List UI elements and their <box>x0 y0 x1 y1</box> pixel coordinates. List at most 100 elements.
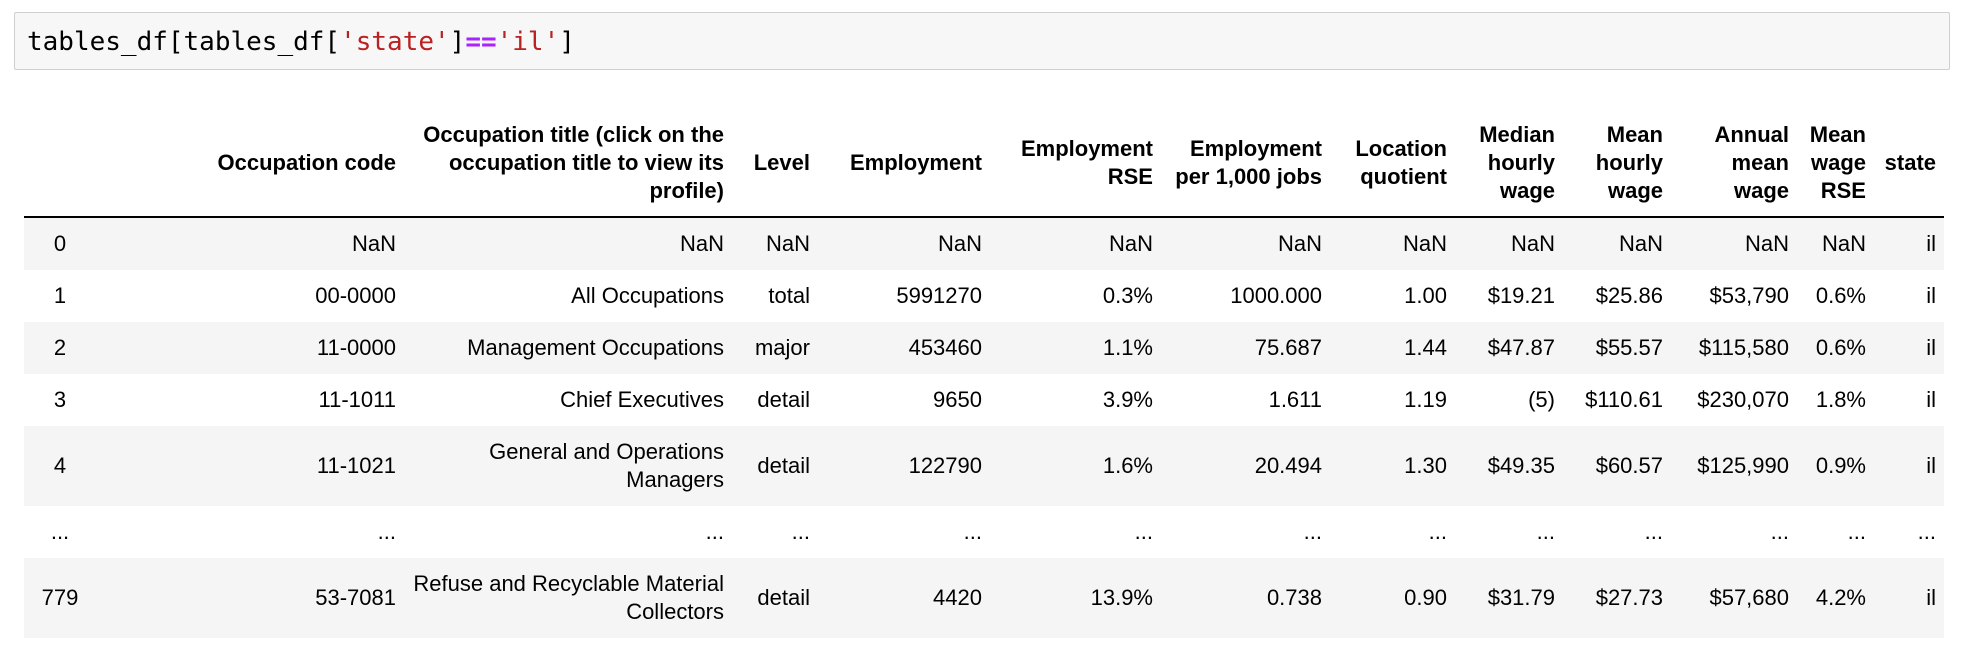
table-cell: 1.44 <box>1404 335 1447 360</box>
header-row: Occupation code Occupation title (click o… <box>24 112 1944 218</box>
table-cell: $60.57 <box>1595 453 1663 478</box>
table-cell: NaN <box>1618 231 1663 256</box>
table-body: 0 NaN NaN NaN NaN NaN NaN NaN NaN NaN NaN NaN il 1 00-… <box>24 217 1944 638</box>
table-cell: 1000.000 <box>1230 283 1322 308</box>
table-cell: 1.30 <box>1404 453 1447 478</box>
table-cell: 0.90 <box>1404 585 1447 610</box>
table-cell: 1.19 <box>1404 387 1447 412</box>
table-cell: Chief Executives <box>560 387 724 412</box>
table-row: 1 00-0000 All Occupations total 5991270 0.3% 1… <box>24 270 1944 322</box>
table-cell: detail <box>757 453 810 478</box>
table-row: 3 11-1011 Chief Executives detail 9650 3.9% 1.… <box>24 374 1944 426</box>
code-token: == <box>465 27 497 57</box>
column-header: Annual mean wage <box>1671 112 1797 218</box>
table-cell: 53-7081 <box>315 585 396 610</box>
table-cell: 453460 <box>908 335 982 360</box>
table-cell: Management Occupations <box>467 335 724 360</box>
table-row: 2 11-0000 Management Occupations major 45346… <box>24 322 1944 374</box>
table-cell: ... <box>705 519 724 544</box>
table-cell: 4.2% <box>1815 585 1866 610</box>
table-cell: 0.738 <box>1266 585 1322 610</box>
table-cell: General and Operations Managers <box>489 439 724 492</box>
table-cell: 3.9% <box>1102 387 1153 412</box>
table-cell: total <box>768 283 810 308</box>
table-cell: 0.9% <box>1815 453 1866 478</box>
table-cell: 1.6% <box>1102 453 1153 478</box>
column-header: Employment RSE <box>990 112 1161 218</box>
table-cell: NaN <box>765 231 810 256</box>
table-cell: $49.35 <box>1487 453 1555 478</box>
table-cell: (5) <box>1528 387 1555 412</box>
table-cell: $57,680 <box>1709 585 1789 610</box>
table-cell: NaN <box>679 231 724 256</box>
table-cell: $55.57 <box>1595 335 1663 360</box>
table-cell: ... <box>963 519 982 544</box>
column-header: state <box>1874 112 1944 218</box>
table-cell: NaN <box>1402 231 1447 256</box>
code-token: ] <box>449 27 466 57</box>
table-cell: $47.87 <box>1487 335 1555 360</box>
table-cell: $25.86 <box>1595 283 1663 308</box>
table-row: 4 11-1021 General and Operations Managers d… <box>24 426 1944 506</box>
code-token: ] <box>559 27 575 57</box>
row-index: 2 <box>53 335 67 360</box>
table-cell: 13.9% <box>1090 585 1153 610</box>
table-cell: il <box>1926 453 1936 478</box>
table-cell: ... <box>1770 519 1789 544</box>
table-cell: 0.6% <box>1815 283 1866 308</box>
column-header: Level <box>732 112 818 218</box>
code-token: 'state' <box>340 27 450 57</box>
table-cell: il <box>1926 231 1936 256</box>
row-index: 4 <box>53 453 67 478</box>
table-cell: NaN <box>1821 231 1866 256</box>
table-cell: 1.8% <box>1815 387 1866 412</box>
table-cell: Refuse and Recyclable Material Collector… <box>413 571 724 624</box>
table-cell: All Occupations <box>571 283 724 308</box>
table-cell: 5991270 <box>896 283 982 308</box>
table-cell: 11-1011 <box>318 387 396 412</box>
row-index: ... <box>50 519 70 544</box>
table-cell: ... <box>791 519 810 544</box>
table-cell: detail <box>757 585 810 610</box>
table-cell: ... <box>1536 519 1555 544</box>
table-cell: 122790 <box>908 453 982 478</box>
column-header: Mean wage RSE <box>1797 112 1874 218</box>
table-row: 0 NaN NaN NaN NaN NaN NaN NaN NaN NaN NaN NaN il <box>24 217 1944 270</box>
table-cell: 75.687 <box>1254 335 1322 360</box>
table-cell: detail <box>757 387 810 412</box>
table-cell: 1.00 <box>1404 283 1447 308</box>
table-cell: NaN <box>1277 231 1322 256</box>
column-header: Location quotient <box>1330 112 1455 218</box>
table-cell: 0.6% <box>1815 335 1866 360</box>
row-index: 779 <box>41 585 79 610</box>
table-cell: ... <box>1644 519 1663 544</box>
row-index: 1 <box>53 283 67 308</box>
table-cell: il <box>1926 387 1936 412</box>
column-header: Occupation title (click on the occupatio… <box>404 112 732 218</box>
table-cell: 0.3% <box>1102 283 1153 308</box>
table-cell: $125,990 <box>1697 453 1789 478</box>
table-row: ....................................... <box>24 506 1944 558</box>
code-token: tables_df[tables_df[ <box>27 27 341 57</box>
table-cell: NaN <box>1108 231 1153 256</box>
table-cell: ... <box>1303 519 1322 544</box>
column-header: Mean hourly wage <box>1563 112 1671 218</box>
column-header: Median hourly wage <box>1455 112 1563 218</box>
table-cell: il <box>1926 335 1936 360</box>
row-index: 3 <box>53 387 67 412</box>
table-cell: 00-0000 <box>315 283 396 308</box>
table-cell: $230,070 <box>1697 387 1789 412</box>
table-cell: ... <box>1428 519 1447 544</box>
table-cell: ... <box>1917 519 1936 544</box>
table-cell: $53,790 <box>1709 283 1789 308</box>
table-cell: ... <box>1134 519 1153 544</box>
code-token: 'il' <box>496 27 560 57</box>
table-cell: $31.79 <box>1487 585 1555 610</box>
code-cell[interactable]: tables_df[tables_df['state']=='il'] <box>14 12 1950 70</box>
index-header <box>24 112 96 218</box>
table-cell: 11-1021 <box>316 453 396 478</box>
table-cell: ... <box>1847 519 1866 544</box>
table-cell: 1.1% <box>1102 335 1153 360</box>
table-cell: NaN <box>1744 231 1789 256</box>
column-header: Occupation code <box>96 112 404 218</box>
